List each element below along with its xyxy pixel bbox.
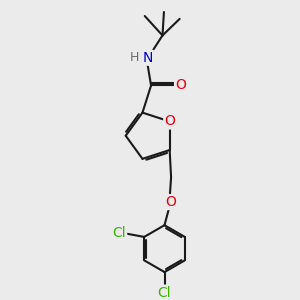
Text: O: O <box>175 79 186 92</box>
Text: O: O <box>165 195 176 209</box>
Text: H: H <box>130 51 140 64</box>
Text: O: O <box>164 115 175 128</box>
Text: Cl: Cl <box>112 226 126 241</box>
Text: Cl: Cl <box>158 286 171 300</box>
Text: N: N <box>142 51 153 65</box>
